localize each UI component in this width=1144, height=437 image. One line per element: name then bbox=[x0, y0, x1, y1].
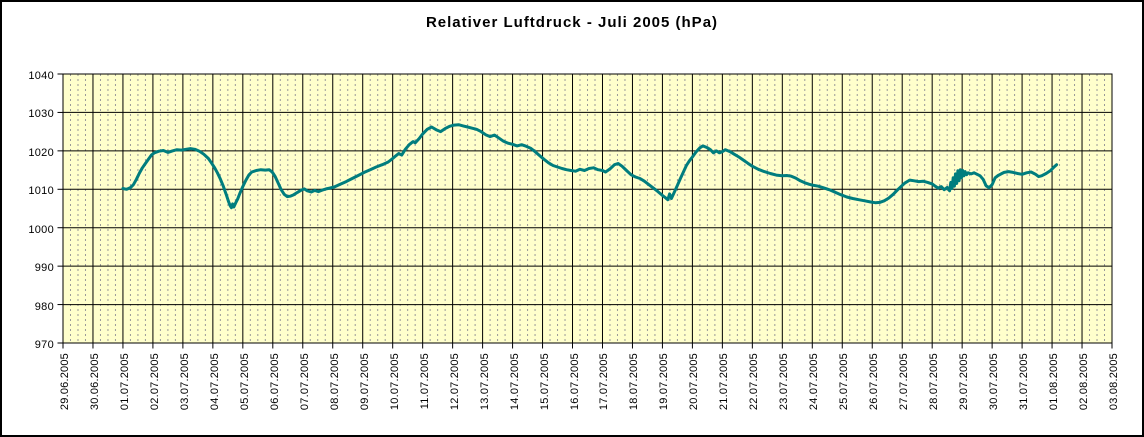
x-tick-label: 12.07.2005 bbox=[448, 353, 461, 411]
y-tick-label: 980 bbox=[34, 300, 54, 313]
x-tick-label: 25.07.2005 bbox=[838, 353, 851, 411]
y-tick-label: 1000 bbox=[28, 223, 54, 236]
x-tick-label: 01.08.2005 bbox=[1048, 353, 1061, 411]
x-tick-label: 09.07.2005 bbox=[358, 353, 371, 411]
x-tick-label: 28.07.2005 bbox=[928, 353, 941, 411]
x-tick-label: 27.07.2005 bbox=[898, 353, 911, 411]
x-tick-label: 30.07.2005 bbox=[988, 353, 1001, 411]
x-tick-label: 17.07.2005 bbox=[598, 353, 611, 411]
x-tick-label: 24.07.2005 bbox=[808, 353, 821, 411]
x-tick-label: 01.07.2005 bbox=[118, 353, 131, 411]
x-tick-label: 19.07.2005 bbox=[658, 353, 671, 411]
y-tick-label: 1020 bbox=[28, 146, 54, 159]
y-tick-label: 970 bbox=[34, 339, 54, 351]
x-tick-label: 22.07.2005 bbox=[748, 353, 761, 411]
x-tick-label: 30.06.2005 bbox=[88, 353, 101, 411]
plot-border bbox=[62, 73, 1113, 344]
x-tick-label: 21.07.2005 bbox=[718, 353, 731, 411]
x-tick-label: 11.07.2005 bbox=[418, 353, 431, 410]
x-tick-label: 05.07.2005 bbox=[238, 353, 251, 411]
x-tick-label: 31.07.2005 bbox=[1018, 353, 1031, 411]
x-tick-label: 18.07.2005 bbox=[628, 353, 641, 411]
x-tick-label: 26.07.2005 bbox=[868, 353, 881, 411]
x-tick-label: 10.07.2005 bbox=[388, 353, 401, 411]
y-tick-label: 1040 bbox=[28, 70, 54, 82]
x-tick-label: 03.08.2005 bbox=[1108, 353, 1120, 411]
x-tick-label: 14.07.2005 bbox=[508, 353, 521, 411]
plot-background bbox=[63, 74, 1112, 343]
pressure-line-series bbox=[121, 123, 1059, 210]
y-tick-label: 990 bbox=[34, 262, 54, 275]
x-tick-label: 06.07.2005 bbox=[268, 353, 281, 411]
x-tick-label: 02.08.2005 bbox=[1078, 353, 1091, 411]
x-tick-label: 15.07.2005 bbox=[538, 353, 551, 411]
y-tick-label: 1030 bbox=[28, 108, 54, 121]
x-tick-label: 07.07.2005 bbox=[298, 353, 311, 411]
x-tick-label: 08.07.2005 bbox=[328, 353, 341, 411]
x-tick-label: 03.07.2005 bbox=[178, 353, 191, 411]
x-tick-label: 02.07.2005 bbox=[148, 353, 161, 411]
y-tick-label: 1010 bbox=[28, 185, 54, 198]
x-tick-label: 13.07.2005 bbox=[478, 353, 491, 411]
x-tick-label: 23.07.2005 bbox=[778, 353, 791, 411]
x-tick-label: 29.07.2005 bbox=[958, 353, 971, 411]
x-tick-label: 04.07.2005 bbox=[208, 353, 221, 411]
x-tick-label: 16.07.2005 bbox=[568, 353, 581, 411]
x-tick-label: 20.07.2005 bbox=[688, 353, 701, 411]
x-tick-label: 29.06.2005 bbox=[59, 353, 71, 411]
chart-title: Relativer Luftdruck - Juli 2005 (hPa) bbox=[425, 14, 719, 31]
